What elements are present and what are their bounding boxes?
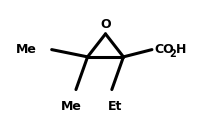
Text: H: H	[176, 43, 187, 56]
Text: Me: Me	[16, 43, 37, 56]
Text: 2: 2	[169, 49, 176, 59]
Text: Me: Me	[61, 100, 82, 113]
Text: O: O	[100, 18, 111, 31]
Text: CO: CO	[154, 43, 174, 56]
Text: Et: Et	[108, 100, 122, 113]
